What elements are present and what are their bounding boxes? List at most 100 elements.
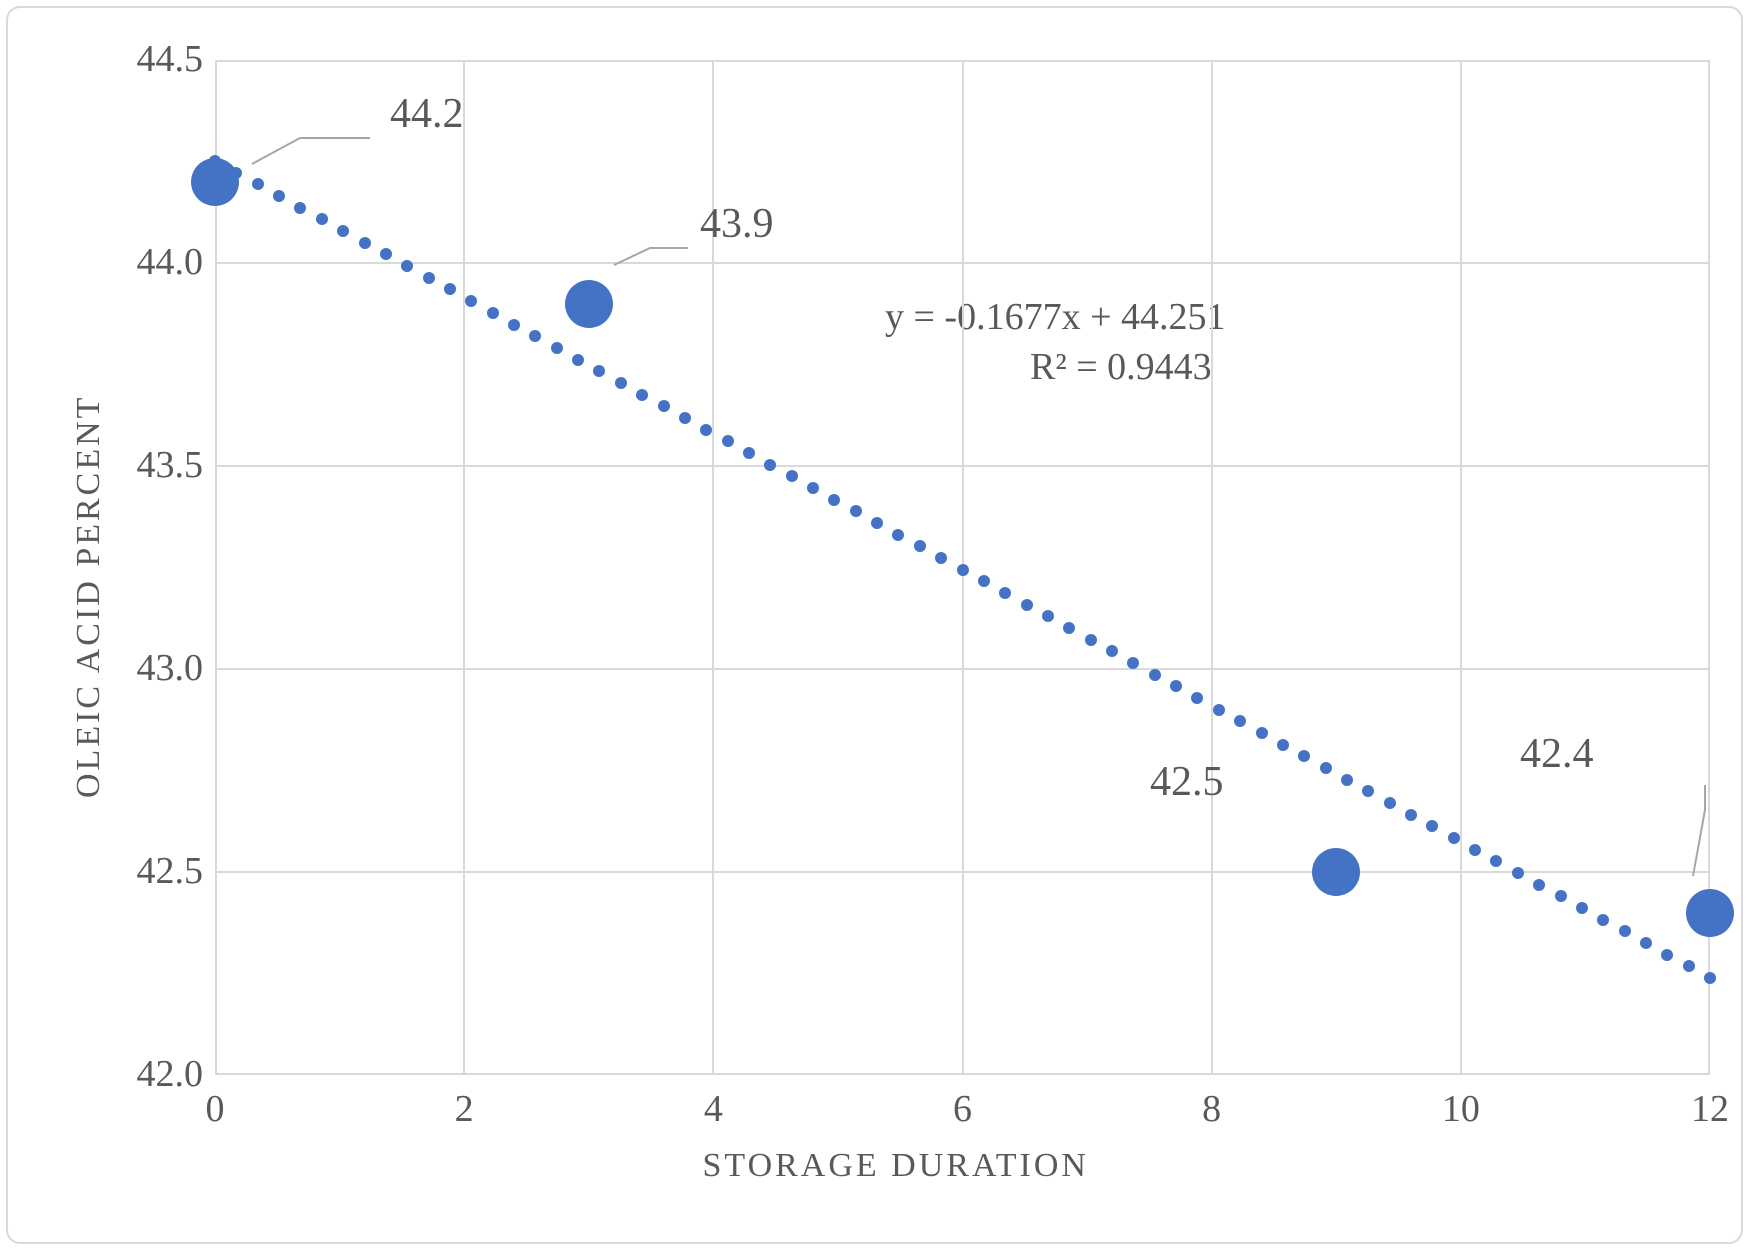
trendline-dot xyxy=(807,482,819,494)
trendline-dot xyxy=(1362,785,1374,797)
trendline-dot xyxy=(337,225,349,237)
trendline-dot xyxy=(1256,727,1268,739)
trendline-dot xyxy=(722,435,734,447)
data-label: 42.5 xyxy=(1150,758,1224,806)
grid-hline xyxy=(215,668,1710,670)
y-axis-title: OLEIC ACID PERCENT xyxy=(70,394,108,797)
grid-hline xyxy=(215,262,1710,264)
trendline-dot xyxy=(529,330,541,342)
trendline-dot xyxy=(1149,669,1161,681)
trendline-dot xyxy=(786,470,798,482)
trendline-dot xyxy=(1085,634,1097,646)
trendline-dot xyxy=(828,494,840,506)
trendline-dot xyxy=(1234,715,1246,727)
trendline-dot xyxy=(978,575,990,587)
trendline-dot xyxy=(444,283,456,295)
y-tick-label: 42.0 xyxy=(137,1052,204,1096)
trendline-dot xyxy=(1640,937,1652,949)
trendline-dot xyxy=(871,517,883,529)
trendline-dot xyxy=(465,295,477,307)
trendline-dot xyxy=(1127,657,1139,669)
trendline-dot xyxy=(1512,867,1524,879)
trendline-dot xyxy=(487,307,499,319)
trendline-dot xyxy=(1063,622,1075,634)
data-label: 44.2 xyxy=(390,90,464,138)
trendline-dot xyxy=(999,587,1011,599)
trendline-dot xyxy=(1448,832,1460,844)
trendline-dot xyxy=(1277,739,1289,751)
trendline-dot xyxy=(892,529,904,541)
trendline-dot xyxy=(1106,645,1118,657)
trendline-dot xyxy=(1298,750,1310,762)
trendline-dot xyxy=(1213,704,1225,716)
trendline-dot xyxy=(1170,680,1182,692)
trendline-dot xyxy=(380,248,392,260)
y-tick-label: 44.5 xyxy=(137,37,204,81)
trendline-dot xyxy=(914,540,926,552)
trendline-dot xyxy=(1191,692,1203,704)
data-marker xyxy=(1686,889,1734,937)
trendline-dot xyxy=(572,354,584,366)
grid-vline xyxy=(463,60,465,1075)
trendline-dot xyxy=(1469,844,1481,856)
trendline-dot xyxy=(1555,890,1567,902)
trendline-dot xyxy=(1384,797,1396,809)
grid-hline xyxy=(215,871,1710,873)
trendline-dot xyxy=(316,213,328,225)
x-tick-label: 12 xyxy=(1670,1087,1750,1131)
trendline-dot xyxy=(935,552,947,564)
data-marker xyxy=(191,158,239,206)
y-tick-label: 43.0 xyxy=(137,646,204,690)
trendline-dot xyxy=(1490,855,1502,867)
trendline-dot xyxy=(1597,914,1609,926)
trendline-dot xyxy=(1021,599,1033,611)
trendline-dot xyxy=(273,190,285,202)
trendline-dot xyxy=(1341,774,1353,786)
x-tick-label: 10 xyxy=(1421,1087,1501,1131)
trendline-dot xyxy=(1576,902,1588,914)
trendline-dot xyxy=(1661,949,1673,961)
grid-hline xyxy=(215,465,1710,467)
trendline-dot xyxy=(593,365,605,377)
grid-vline xyxy=(1211,60,1213,1075)
data-marker xyxy=(565,280,613,328)
x-axis-title: STORAGE DURATION xyxy=(703,1147,1089,1185)
trendline-dot xyxy=(252,178,264,190)
trendline-equation: y = -0.1677x + 44.251 xyxy=(885,295,1226,339)
trendline-dot xyxy=(1683,960,1695,972)
trendline-dot xyxy=(764,459,776,471)
trendline-dot xyxy=(1533,879,1545,891)
trendline-dot xyxy=(1405,809,1417,821)
trendline-dot xyxy=(551,342,563,354)
y-tick-label: 44.0 xyxy=(137,240,204,284)
trendline-dot xyxy=(1704,972,1716,984)
trendline-dot xyxy=(658,400,670,412)
trendline-dot xyxy=(1619,925,1631,937)
data-label: 43.9 xyxy=(700,200,774,248)
grid-vline xyxy=(1460,60,1462,1075)
trendline-r2: R² = 0.9443 xyxy=(1030,345,1212,389)
trendline-dot xyxy=(700,424,712,436)
trendline-dot xyxy=(401,260,413,272)
trendline-dot xyxy=(1426,820,1438,832)
trendline-dot xyxy=(359,237,371,249)
trendline-dot xyxy=(423,272,435,284)
trendline-dot xyxy=(508,319,520,331)
trendline-dot xyxy=(850,505,862,517)
trendline-dot xyxy=(636,389,648,401)
x-tick-label: 4 xyxy=(673,1087,753,1131)
y-tick-label: 43.5 xyxy=(137,443,204,487)
x-tick-label: 2 xyxy=(424,1087,504,1131)
trendline-dot xyxy=(743,447,755,459)
trendline-dot xyxy=(1042,610,1054,622)
x-tick-label: 8 xyxy=(1172,1087,1252,1131)
y-tick-label: 42.5 xyxy=(137,849,204,893)
data-marker xyxy=(1312,848,1360,896)
x-tick-label: 6 xyxy=(923,1087,1003,1131)
trendline-dot xyxy=(957,564,969,576)
trendline-dot xyxy=(615,377,627,389)
trendline-dot xyxy=(1320,762,1332,774)
data-label: 42.4 xyxy=(1520,730,1594,778)
trendline-dot xyxy=(294,202,306,214)
trendline-dot xyxy=(679,412,691,424)
